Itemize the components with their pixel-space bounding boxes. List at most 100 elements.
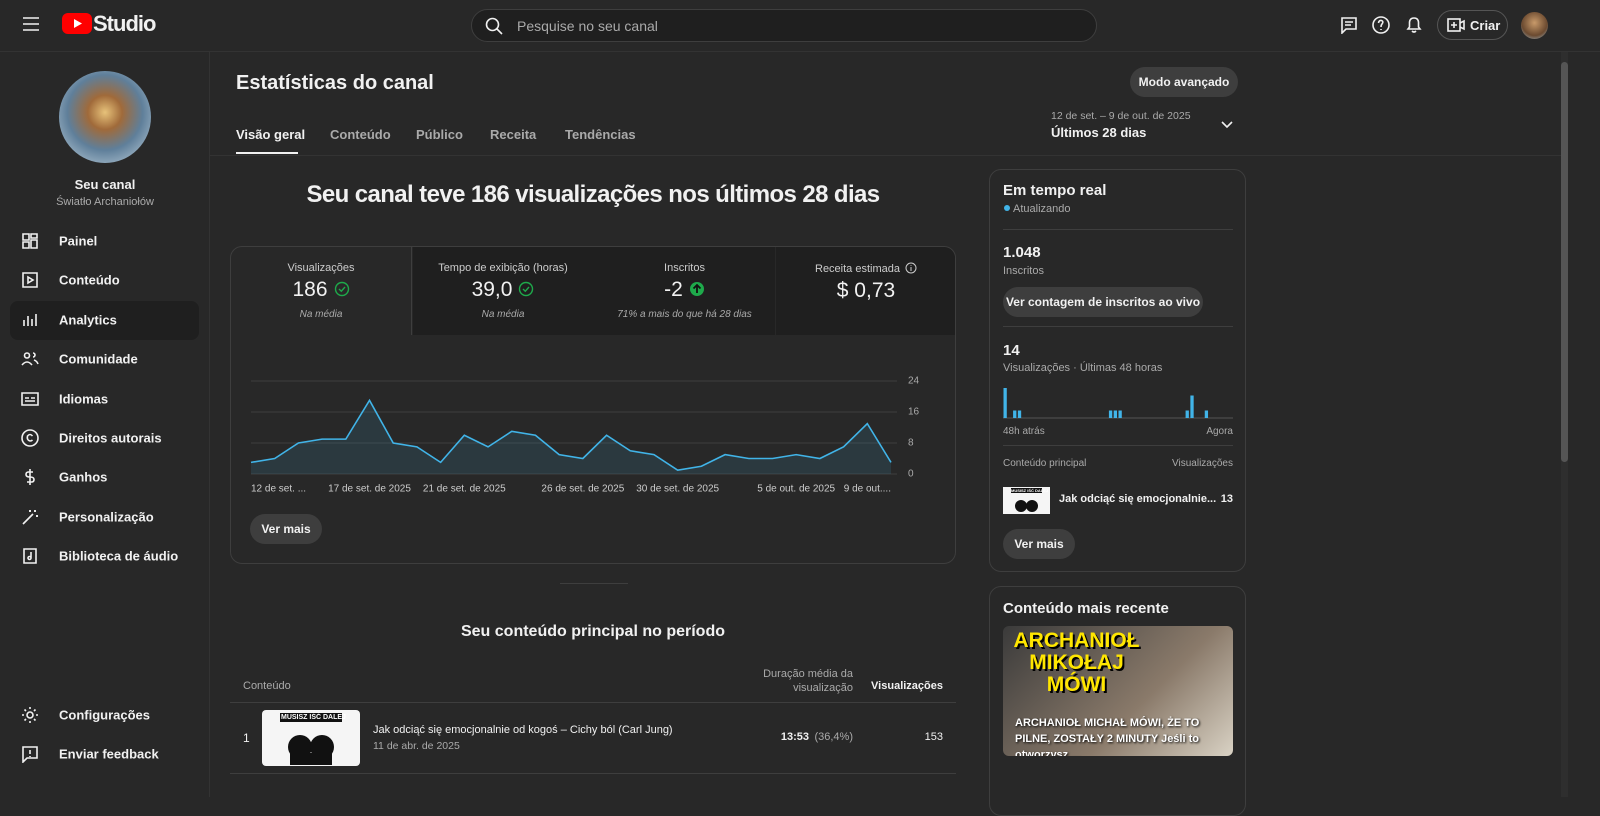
metric-value: $ 0,73 (776, 279, 956, 303)
nav-icon[interactable] (21, 468, 39, 486)
top-views-label: Visualizações (1172, 458, 1233, 469)
nav-item[interactable]: Configurações (59, 707, 151, 723)
search-icon[interactable] (485, 17, 503, 35)
nav-icon[interactable] (21, 311, 39, 329)
status-dot (1004, 205, 1010, 211)
channel-name: Światło Archaniołów (56, 196, 154, 208)
channel-avatar[interactable] (59, 71, 151, 163)
top-bar: Studio Pesquise no seu canal Criar (0, 0, 1600, 52)
icon-shape (21, 391, 39, 406)
nav-item[interactable]: Comunidade (59, 351, 138, 367)
create-icon[interactable] (1447, 18, 1465, 33)
create-button[interactable]: Criar (1437, 10, 1508, 40)
nav-icon[interactable] (21, 745, 39, 763)
icon-shape (22, 233, 38, 249)
nav-item[interactable]: Personalização (59, 509, 154, 525)
nav-icon[interactable] (21, 232, 39, 250)
scrollbar-thumb[interactable] (1561, 62, 1568, 462)
logo-icon[interactable] (62, 13, 92, 35)
nav-item[interactable]: Biblioteca de áudio (59, 548, 179, 564)
nav-item[interactable]: Painel (59, 233, 98, 249)
top-content-label: Conteúdo principal (1003, 458, 1087, 469)
nav-icon[interactable] (21, 271, 39, 289)
bar (1108, 410, 1113, 418)
column-header[interactable]: Visualizações (871, 680, 943, 692)
x-tick-label: 17 de set. de 2025 (328, 484, 411, 495)
nav-item[interactable]: Direitos autorais (59, 430, 162, 446)
account-avatar[interactable] (1521, 12, 1548, 39)
column-header[interactable]: Duração média da visualização (763, 668, 853, 694)
tab[interactable]: Visão geral (236, 127, 306, 142)
nav-icon[interactable] (21, 508, 39, 526)
headline: Seu canal teve 186 visualizações nos últ… (306, 181, 880, 208)
icon-shape (338, 286, 346, 293)
live-count-button[interactable]: Ver contagem de inscritos ao vivo (1003, 287, 1203, 317)
help-icon[interactable] (1372, 16, 1390, 34)
bar (1113, 410, 1117, 418)
icon-shape (23, 313, 37, 326)
menu-icon[interactable] (22, 16, 40, 32)
bar (1190, 395, 1194, 418)
nav-icon[interactable] (21, 390, 39, 408)
sidebar: Seu canal Światło Archaniołów Painel Cont… (0, 52, 210, 797)
period[interactable]: Últimos 28 dias (1051, 125, 1147, 140)
tab[interactable]: Tendências (565, 127, 636, 142)
tab[interactable]: Público (416, 127, 463, 142)
metric-tile[interactable]: Receita estimada $ 0,73 (775, 247, 956, 335)
y-tick-label: 8 (908, 438, 914, 449)
metric-value: -2 (594, 278, 775, 302)
bar (1017, 410, 1022, 418)
logo-text[interactable]: Studio (93, 11, 156, 36)
top-item-thumbnail[interactable]: MUSISZ IŚĆ DALEJ (1003, 487, 1050, 514)
metric-note: Na média (299, 309, 343, 320)
tab[interactable]: Receita (490, 127, 537, 142)
metric-tile[interactable]: Tempo de exibição (horas) 39,0 Na média (412, 247, 594, 335)
more-button[interactable]: Ver mais (1003, 529, 1075, 559)
nav-item[interactable]: Analytics (59, 312, 117, 328)
more-button[interactable]: Ver mais (250, 514, 322, 544)
search-placeholder[interactable]: Pesquise no seu canal (517, 18, 658, 34)
nav-item[interactable]: Conteúdo (59, 272, 120, 288)
top-item-views: 13 (1220, 493, 1233, 505)
section-divider (560, 583, 628, 584)
y-tick-label: 24 (908, 376, 920, 387)
nav-icon[interactable] (21, 706, 39, 724)
metric-status-icon (519, 281, 534, 297)
latest-thumbnail[interactable]: ARCHANIOŁ MIKOŁAJ MÓWI ARCHANIOŁ MICHAŁ … (1003, 626, 1233, 756)
metric-tile[interactable]: Visualizações 186 Na média (231, 247, 412, 335)
chart-end-label: Agora (1206, 426, 1233, 437)
latest-title: Conteúdo mais recente (1003, 600, 1169, 617)
nav-icon[interactable] (21, 429, 39, 447)
search-box[interactable]: Pesquise no seu canal (471, 9, 1097, 42)
views-label: Visualizações · Últimas 48 horas (1003, 362, 1163, 374)
tab[interactable]: Conteúdo (330, 127, 391, 142)
row-thumbnail[interactable]: MUSISZ IŚĆ DALEJ (262, 710, 360, 766)
row-divider (230, 702, 956, 703)
row-rank: 1 (243, 731, 250, 745)
period-dropdown-icon[interactable] (1220, 120, 1234, 130)
column-header[interactable]: Conteúdo (243, 680, 291, 692)
realtime-card: Em tempo real Atualizando 1.048 Inscrito… (989, 169, 1246, 572)
y-tick-label: 0 (908, 469, 914, 480)
row-date: 11 de abr. de 2025 (373, 740, 460, 752)
x-tick-label: 21 de set. de 2025 (423, 484, 506, 495)
info-icon[interactable] (905, 262, 917, 274)
top-item-title[interactable]: Jak odciąć się emocjonalnie... (1059, 493, 1217, 505)
icon-shape (25, 469, 35, 486)
metric-tile[interactable]: Inscritos -2 71% a mais do que há 28 dias (594, 247, 775, 335)
create-label[interactable]: Criar (1470, 18, 1501, 33)
nav-item[interactable]: Ganhos (59, 469, 108, 485)
advanced-mode-button[interactable]: Modo avançado (1130, 67, 1238, 97)
messages-icon[interactable] (1340, 16, 1358, 34)
header-divider (210, 155, 1561, 156)
nav-icon[interactable] (21, 350, 39, 368)
metric-value-text: 39,0 (471, 278, 513, 301)
nav-item[interactable]: Enviar feedback (59, 746, 159, 762)
nav-item[interactable]: Idiomas (59, 391, 109, 407)
date-range[interactable]: 12 de set. – 9 de out. de 2025 (1051, 110, 1191, 122)
nav-icon[interactable] (21, 547, 39, 565)
row-title[interactable]: Jak odciąć się emocjonalnie od kogoś – C… (373, 724, 673, 736)
icon-shape (22, 272, 38, 289)
metric-label: Receita estimada (776, 262, 956, 275)
notifications-icon[interactable] (1405, 15, 1423, 34)
